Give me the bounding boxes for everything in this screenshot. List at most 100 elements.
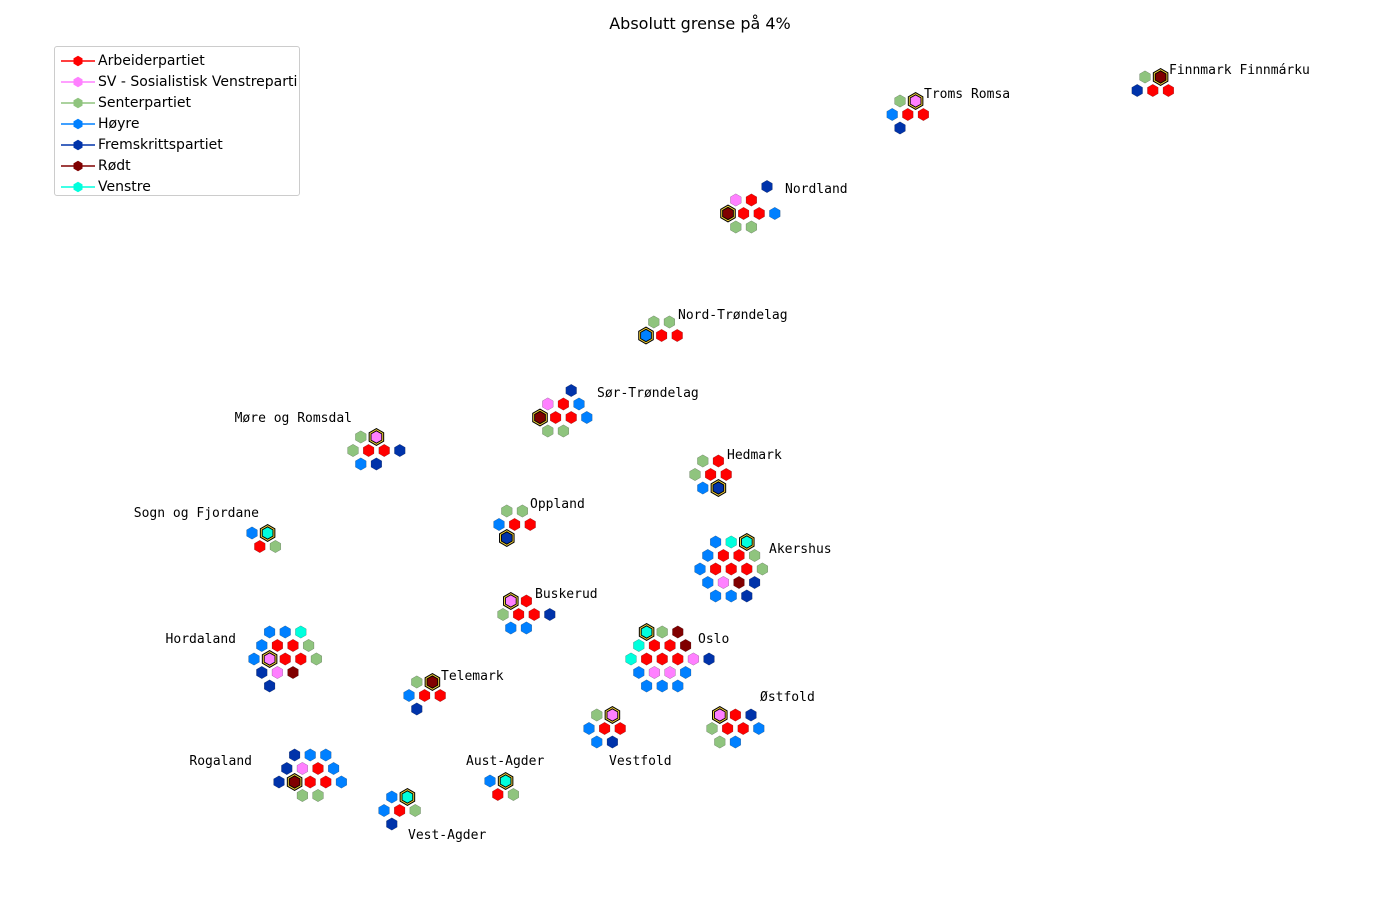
county-akershus: Akershus	[694, 533, 832, 603]
seat-h	[355, 457, 367, 471]
seat-ap	[524, 518, 536, 531]
legend-item-hoyre: Høyre	[55, 113, 299, 134]
seat-h	[640, 328, 652, 343]
seat-sv	[370, 430, 383, 444]
seat-sv	[542, 397, 554, 411]
seat-ap	[614, 722, 626, 735]
legend-label: Fremskrittspartiet	[98, 136, 223, 153]
seat-h	[725, 589, 737, 603]
seat-sp	[748, 549, 761, 562]
seat-ap	[598, 722, 611, 735]
seat-h	[581, 411, 593, 424]
legend-label: Høyre	[98, 115, 140, 132]
seat-ap	[320, 775, 332, 789]
legend-marker-venstre	[61, 181, 95, 192]
county-label: Telemark	[441, 669, 504, 684]
county-label: Møre og Romsdal	[235, 411, 352, 426]
county-label: Nordland	[785, 182, 848, 197]
seat-ap	[655, 329, 668, 342]
seat-h	[246, 526, 258, 540]
seat-frp	[273, 775, 285, 789]
seat-ap	[753, 207, 765, 220]
seat-v	[740, 535, 753, 549]
county-label: Sogn og Fjordane	[134, 506, 259, 521]
county-label: Akershus	[769, 542, 832, 557]
legend-item-fremskrittspartiet: Fremskrittspartiet	[55, 134, 299, 155]
county-vest-agder: Vest-Agder	[378, 788, 486, 843]
seat-sp	[663, 315, 676, 329]
seat-v	[640, 625, 653, 639]
seat-sp	[411, 675, 423, 689]
seat-h	[263, 625, 276, 639]
county-label: Oslo	[698, 632, 729, 647]
seat-sv	[730, 193, 742, 207]
seat-h	[583, 722, 595, 735]
seat-ap	[729, 708, 742, 722]
seat-h	[694, 562, 706, 576]
seat-frp	[703, 652, 715, 666]
county--stfold: Østfold	[706, 690, 815, 749]
seat-r	[672, 625, 684, 639]
seat-ap	[725, 562, 737, 576]
seat-sp	[689, 468, 701, 481]
seat-h	[702, 549, 714, 562]
legend-marker-fremskrittspartiet	[61, 139, 95, 150]
seat-ap	[737, 207, 750, 220]
county-label: Nord-Trøndelag	[678, 308, 788, 323]
seat-ap	[720, 468, 732, 481]
seat-ap	[664, 639, 676, 652]
seat-sp	[648, 315, 660, 329]
seat-h	[520, 621, 533, 635]
seat-sp	[730, 220, 742, 234]
seat-ap	[254, 540, 266, 553]
legend-item-arbeiderpartiet: Arbeiderpartiet	[55, 50, 299, 71]
seat-sp	[557, 424, 570, 438]
seat-ap	[295, 652, 307, 666]
seat-sv	[664, 666, 676, 679]
seat-h	[493, 518, 505, 531]
seat-frp	[1131, 84, 1143, 97]
seat-h	[729, 735, 742, 749]
seat-sv	[713, 708, 726, 722]
seat-h	[378, 804, 390, 817]
seat-frp	[544, 608, 556, 621]
county-label: Hordaland	[166, 632, 236, 647]
seat-ap	[418, 689, 431, 702]
legend-item-rodt: Rødt	[55, 155, 299, 176]
seat-ap	[712, 454, 725, 468]
seat-ap	[393, 804, 406, 817]
seat-r	[722, 206, 734, 221]
seat-h	[327, 762, 340, 775]
legend-item-sv: SV - Sosialistisk Venstreparti	[55, 71, 299, 92]
county-label: Oppland	[530, 497, 585, 512]
seat-frp	[741, 589, 753, 603]
seat-ap	[557, 397, 570, 411]
seat-h	[702, 576, 714, 589]
seat-h	[320, 748, 332, 762]
seat-sv	[687, 652, 700, 666]
seat-h	[697, 481, 709, 495]
seat-v	[401, 790, 414, 804]
legend-item-venstre: Venstre	[55, 176, 299, 197]
seat-frp	[500, 531, 513, 545]
seat-ap	[717, 549, 730, 562]
seat-sv	[296, 762, 309, 775]
seat-h	[672, 679, 684, 693]
legend-marker-sv	[61, 76, 95, 87]
county-nord-tr-ndelag: Nord-Trøndelag	[638, 308, 788, 345]
legend: Arbeiderpartiet SV - Sosialistisk Venstr…	[54, 46, 300, 196]
seat-sp	[347, 444, 359, 457]
seat-sv	[648, 666, 661, 679]
seat-frp	[281, 762, 293, 775]
seat-ap	[917, 108, 930, 121]
seat-ap	[304, 775, 316, 789]
seat-sv	[606, 708, 619, 722]
seat-ap	[709, 562, 722, 576]
seat-sv	[271, 666, 284, 679]
county-label: Østfold	[760, 690, 815, 705]
seat-h	[633, 666, 645, 679]
seat-r	[733, 576, 745, 589]
seat-h	[484, 774, 496, 788]
seat-frp	[748, 576, 761, 589]
